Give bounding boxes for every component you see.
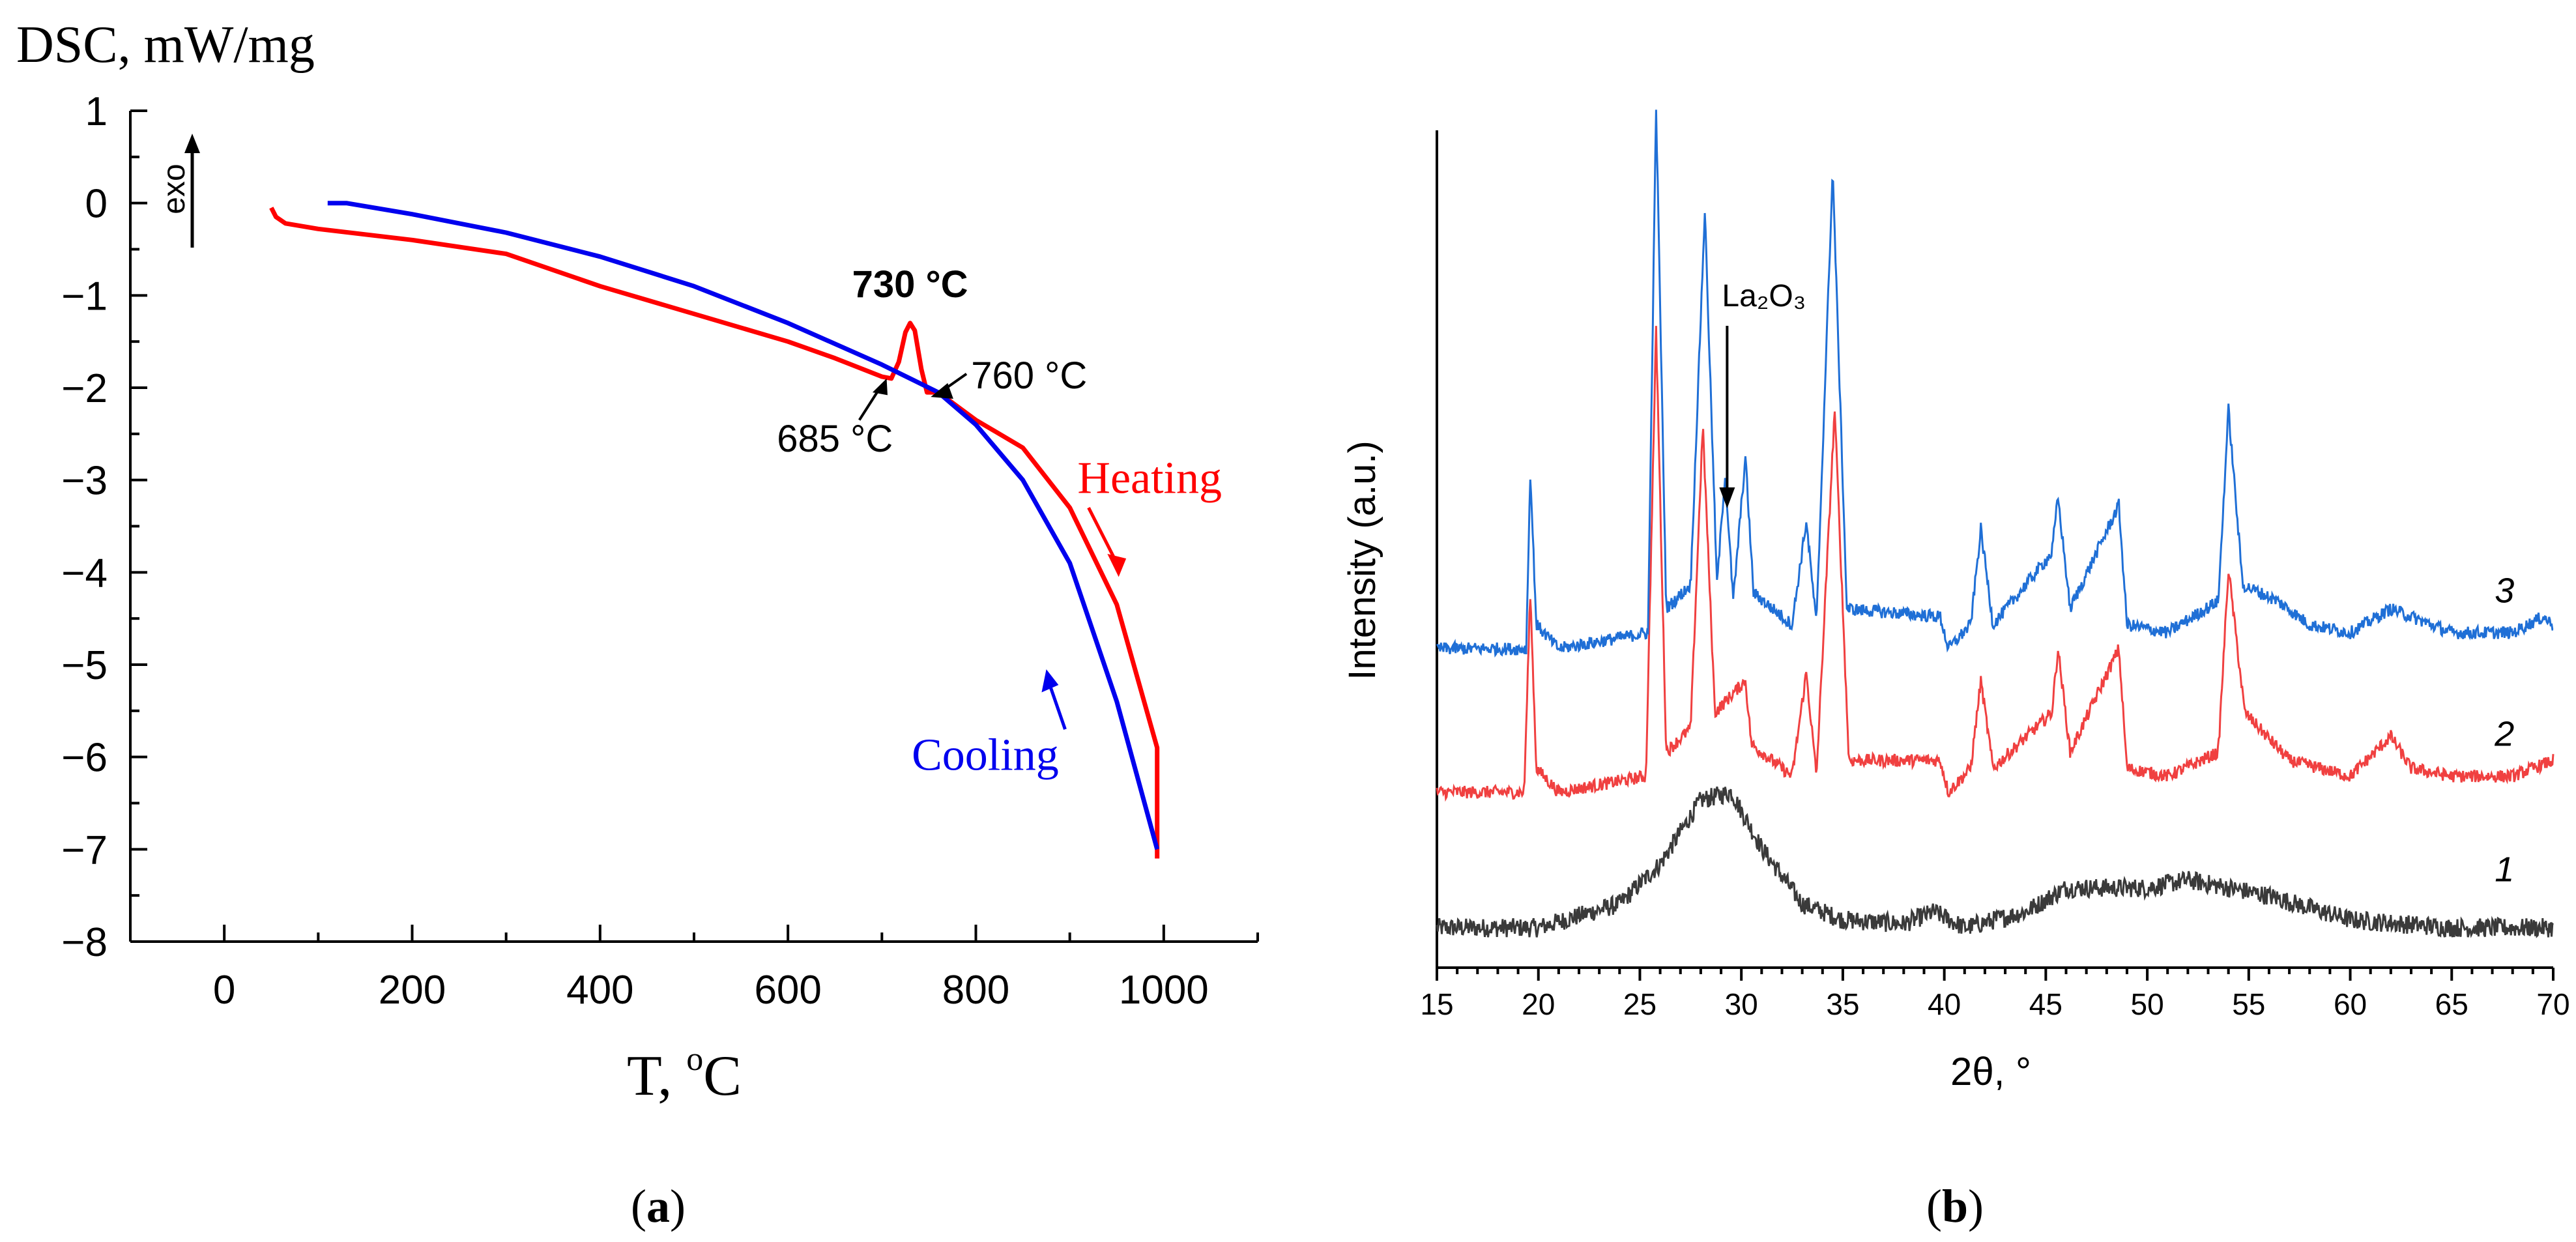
chart-b-xtick-label: 25 (1623, 987, 1657, 1021)
panel-label-a: (a) (631, 1180, 686, 1232)
chart-a-xtick-label: 800 (942, 968, 1009, 1013)
panel-label-a-close: ) (670, 1180, 686, 1232)
panel-label-a-letter: a (646, 1180, 670, 1232)
chart-b-xtick-label: 65 (2435, 987, 2468, 1021)
xrd-series-2-label: 2 (2494, 715, 2514, 754)
chart-b-axes: 15 20 25 30 35 40 45 50 55 60 65 70 (1420, 130, 2570, 1021)
chart-b-series: 1 2 3 (1436, 109, 2554, 938)
chart-b-xtick-label: 70 (2536, 987, 2569, 1021)
annotation-730C: 730 °C (852, 263, 968, 306)
chart-b-xtick-label: 40 (1928, 987, 1961, 1021)
chart-a-ytick-label: −5 (61, 643, 108, 688)
chart-a-exo-arrowhead (184, 134, 200, 153)
chart-b-xtick-label: 50 (2131, 987, 2164, 1021)
xrd-series-1-line (1436, 786, 2554, 938)
cooling-arrow (1047, 682, 1067, 730)
cooling-arrowhead (1041, 669, 1059, 693)
chart-a-ytick-label: −4 (61, 551, 108, 596)
panel-label-b-letter: b (1942, 1180, 1968, 1232)
series-cooling-line (327, 201, 1160, 850)
chart-a-xtick-label: 200 (379, 968, 446, 1013)
panel-label-b-open: ( (1926, 1180, 1942, 1232)
la2o3-label: La₂O₃ (1722, 279, 1806, 313)
chart-b-xtick-label: 20 (1522, 987, 1555, 1021)
panel-label-a-open: ( (631, 1180, 646, 1232)
chart-b-xtick-label: 15 (1420, 987, 1453, 1021)
annotation-760C: 760 °C (971, 354, 1087, 397)
chart-a-ytick-label: −8 (61, 920, 108, 965)
chart-b-xtick-label: 60 (2334, 987, 2367, 1021)
chart-a-xlabel-unit: C (703, 1045, 742, 1108)
chart-a-series (269, 201, 1160, 859)
chart-a-xtick-label: 1000 (1119, 968, 1209, 1013)
la2o3-arrowhead (1719, 487, 1735, 508)
label-heating: Heating (1077, 454, 1222, 504)
xrd-series-1-label: 1 (2495, 850, 2514, 889)
annotation-760C-arrowhead (931, 383, 953, 399)
panel-label-b: (b) (1926, 1180, 1984, 1232)
annotation-685C-arrowhead (872, 378, 888, 396)
chart-a-ytick-label: −1 (61, 274, 108, 319)
chart-a-xlabel: T, oC (627, 1041, 742, 1108)
chart-b-xtick-label: 55 (2232, 987, 2265, 1021)
chart-a-exo-label: exo (157, 164, 192, 214)
chart-a-ytick-label: −3 (61, 459, 108, 504)
chart-a-ylabel: DSC, mW/mg (16, 16, 315, 74)
chart-a-annotations: 730 °C 760 °C 685 °C Heating Cooling (777, 263, 1222, 781)
chart-a-ytick-label: 1 (85, 89, 108, 134)
chart-b-annotations: La₂O₃ (1719, 279, 1806, 508)
chart-a-xlabel-main: T, (627, 1045, 686, 1108)
chart-a-xtick-label: 0 (213, 968, 235, 1013)
chart-b-xtick-label: 35 (1826, 987, 1859, 1021)
heating-arrowhead (1107, 554, 1127, 577)
chart-b-xtick-label: 30 (1725, 987, 1758, 1021)
annotation-685C-arrow (858, 386, 882, 421)
chart-a-xlabel-degree: o (686, 1041, 703, 1078)
chart-a-ytick-label: −7 (61, 828, 108, 873)
chart-a-ytick-label: −6 (61, 736, 108, 781)
chart-b-xtick-label: 45 (2029, 987, 2062, 1021)
chart-a-ytick-label: −2 (61, 366, 108, 411)
panel-label-b-close: ) (1968, 1180, 1984, 1232)
xrd-series-3-line (1436, 109, 2554, 658)
label-cooling: Cooling (912, 730, 1059, 781)
chart-b-xlabel: 2θ, ° (1950, 1050, 2031, 1093)
chart-a-ytick-label: 0 (85, 182, 108, 227)
chart-a-xtick-label: 600 (754, 968, 821, 1013)
chart-a-dsc: DSC, mW/mg 1 0 −1 −2 −3 −4 −5 −6 −7 −8 0 200 400 600 8… (16, 16, 1259, 1232)
chart-b-ylabel: Intensity (a.u.) (1341, 440, 1383, 680)
chart-a-axes: 1 0 −1 −2 −3 −4 −5 −6 −7 −8 0 200 400 600 800 1000 exo (61, 89, 1259, 1013)
xrd-series-3-label: 3 (2495, 571, 2514, 610)
chart-a-xtick-label: 400 (566, 968, 633, 1013)
annotation-685C: 685 °C (777, 418, 893, 460)
xrd-series-2-line (1436, 326, 2554, 802)
series-heating-line (269, 207, 1160, 859)
heating-arrow (1087, 507, 1118, 564)
